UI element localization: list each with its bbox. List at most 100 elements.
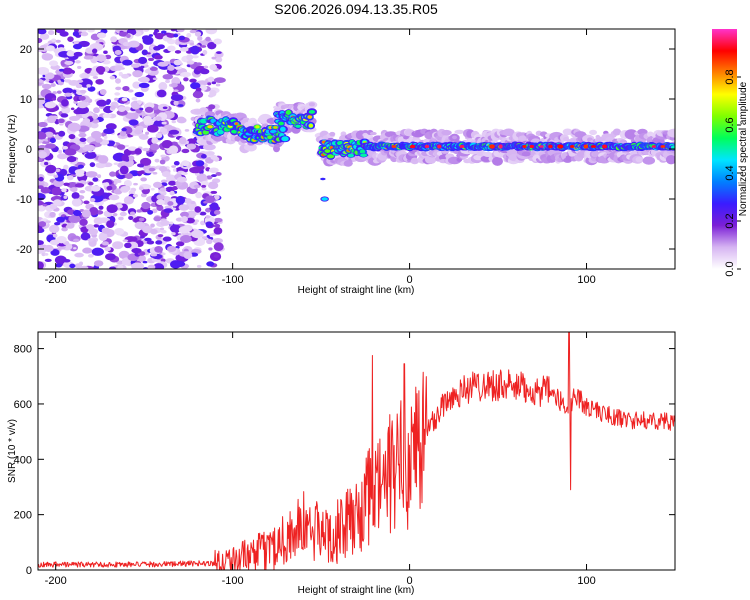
noise-blob [146, 240, 155, 245]
noise-blob [208, 167, 219, 174]
carrier-peak-blob [489, 144, 495, 149]
noise-blob [106, 185, 113, 191]
noise-blob [49, 211, 56, 218]
noise-blob [184, 128, 190, 132]
colorbar-tick-label: 0.4 [724, 165, 736, 180]
noise-blob [119, 165, 129, 175]
noise-blob [189, 78, 197, 83]
noise-blob [38, 261, 44, 269]
noise-blob [38, 185, 44, 190]
noise-blob [172, 186, 179, 191]
noise-blob [202, 50, 208, 55]
noise-blob [101, 227, 110, 234]
noise-blob [93, 260, 104, 267]
snr-ylabel: SNR (10 * v/v) [7, 419, 18, 483]
noise-blob [136, 209, 143, 213]
noise-blob [192, 90, 204, 99]
noise-blob [189, 29, 197, 34]
carrier-halo-blob [635, 156, 643, 163]
noise-blob [64, 148, 77, 156]
noise-blob [178, 204, 190, 211]
noise-blob [42, 203, 48, 207]
noise-blob [156, 199, 165, 206]
noise-blob [205, 215, 211, 219]
noise-blob [180, 211, 189, 218]
noise-blob [98, 217, 111, 223]
carrier-peak-blob [424, 144, 430, 149]
noise-blob [86, 224, 95, 230]
noise-blob [136, 170, 145, 175]
noise-blob [134, 129, 143, 135]
noise-blob [170, 82, 178, 88]
noise-blob [114, 228, 125, 235]
noise-blob [67, 122, 81, 132]
noise-blob [114, 92, 121, 96]
noise-blob [115, 78, 121, 84]
noise-blob [174, 50, 182, 54]
noise-blob [151, 208, 158, 214]
y-tick-label: 400 [14, 454, 32, 466]
noise-blob [205, 29, 218, 35]
noise-blob [155, 132, 163, 139]
noise-blob [116, 144, 126, 150]
colorbar-gradient [712, 29, 737, 269]
noise-blob [38, 121, 48, 128]
noise-blob [142, 29, 150, 32]
noise-blob [153, 54, 163, 60]
noise-blob [114, 65, 123, 71]
noise-blob [195, 98, 201, 103]
noise-blob [194, 219, 200, 223]
carrier-blob [327, 154, 335, 159]
noise-blob [167, 64, 175, 71]
noise-blob [138, 29, 144, 32]
y-tick-label: 600 [14, 399, 32, 411]
noise-blob [151, 137, 159, 144]
noise-blob [132, 70, 143, 78]
noise-blob [98, 232, 108, 241]
noise-blob [118, 31, 129, 37]
chart-title: S206.2026.094.13.35.R05 [274, 1, 438, 17]
noise-blob [186, 54, 194, 61]
noise-blob [160, 30, 167, 34]
noise-blob [134, 91, 145, 98]
noise-blob [200, 45, 207, 48]
carrier-hot-blob [324, 149, 331, 153]
noise-blob [106, 142, 115, 147]
noise-blob [89, 42, 104, 51]
noise-blob [210, 154, 218, 160]
noise-blob [153, 181, 163, 189]
noise-blob [50, 83, 56, 87]
noise-blob [57, 79, 61, 84]
noise-blob [160, 220, 170, 226]
noise-blob [88, 228, 98, 236]
noise-blob [153, 216, 162, 222]
noise-blob [173, 33, 179, 38]
noise-blob [109, 171, 116, 177]
noise-blob [208, 247, 213, 251]
noise-blob [102, 182, 108, 186]
noise-blob [117, 173, 125, 180]
noise-blob [213, 38, 222, 45]
snr-frame [37, 331, 676, 571]
carrier-peak-blob [548, 144, 553, 149]
noise-blob [38, 151, 47, 159]
noise-blob [73, 209, 82, 217]
noise-blob [199, 68, 210, 75]
noise-blob [49, 224, 60, 234]
noise-blob [174, 261, 186, 268]
noise-blob [47, 30, 55, 36]
noise-blob [51, 38, 57, 43]
noise-blob [128, 119, 139, 126]
noise-blob [43, 244, 54, 252]
noise-blob [159, 227, 165, 231]
snr-panel: -200 -100 0 100 0 200 400 600 800 Height of stra… [7, 331, 676, 596]
noise-blob [180, 71, 192, 78]
noise-blob [175, 195, 186, 205]
noise-blob [175, 241, 185, 247]
noise-blob [207, 41, 217, 50]
noise-blob [51, 187, 62, 196]
noise-blob [132, 81, 141, 89]
snr-axes: -200 -100 0 100 0 200 400 600 800 [14, 332, 675, 587]
noise-blob [168, 180, 177, 186]
